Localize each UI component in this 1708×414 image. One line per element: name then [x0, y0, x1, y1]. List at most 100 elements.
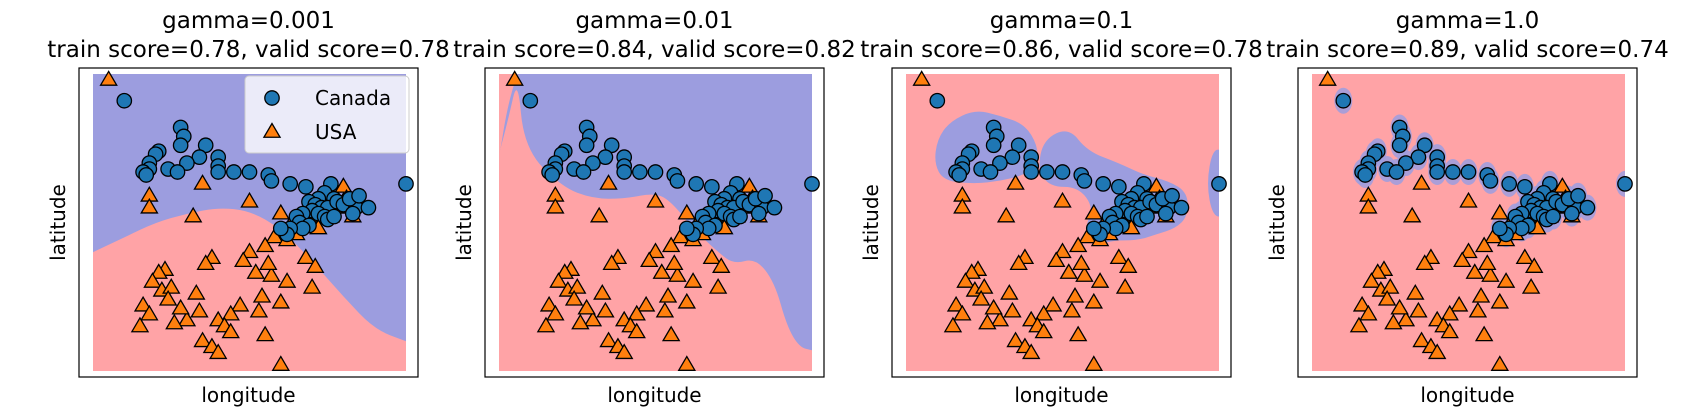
usa-point — [1471, 286, 1491, 303]
usa-point — [1043, 295, 1063, 312]
usa-point — [1440, 304, 1459, 321]
canada-point — [929, 92, 946, 109]
canada-point — [226, 164, 242, 180]
usa-point — [1003, 301, 1022, 318]
canada-point — [597, 149, 614, 166]
usa-point — [1034, 322, 1053, 339]
points — [505, 70, 820, 371]
legend-entry-canada: Canada — [315, 86, 391, 110]
usa-point — [614, 343, 634, 360]
usa-point — [1349, 316, 1369, 333]
canada-point — [1617, 176, 1633, 192]
canada-point — [631, 164, 648, 180]
usa-point — [1377, 289, 1397, 306]
canada-point — [757, 187, 773, 204]
canada-point — [1501, 176, 1518, 192]
usa-point — [1390, 298, 1409, 315]
usa-point — [130, 316, 150, 333]
y-axis-label: latitude — [859, 184, 883, 261]
usa-point — [539, 295, 559, 312]
usa-point — [255, 325, 275, 342]
usa-point — [953, 304, 972, 321]
canada-point — [1570, 187, 1586, 204]
canada-point — [326, 208, 342, 225]
usa-point — [1459, 191, 1478, 208]
canada-point — [804, 176, 820, 192]
x-axis-label: longitude — [607, 383, 701, 407]
usa-point — [1474, 325, 1494, 342]
usa-point — [277, 272, 297, 288]
usa-point — [602, 254, 621, 271]
usa-point — [1490, 292, 1510, 309]
canada-point — [1039, 164, 1055, 180]
canada-point — [282, 176, 299, 192]
usa-point — [646, 242, 665, 259]
usa-point — [1352, 295, 1372, 312]
usa-point — [302, 278, 322, 294]
usa-point — [1525, 257, 1544, 273]
canada-point — [578, 137, 595, 154]
canada-point — [678, 220, 695, 237]
canada-point — [1410, 149, 1427, 166]
usa-point — [1478, 254, 1497, 271]
usa-point — [640, 251, 659, 268]
usa-point — [1006, 174, 1025, 190]
usa-point — [677, 355, 697, 371]
axes-frame — [891, 67, 1232, 378]
plot-subtitle: train score=0.78, valid score=0.78 — [47, 37, 449, 63]
canada-point — [1157, 205, 1174, 222]
usa-point — [1119, 257, 1138, 273]
usa-point — [677, 292, 697, 309]
usa-point — [221, 322, 240, 339]
canada-point — [1563, 205, 1580, 222]
subplot-4: gamma=1.0 train score=0.89, valid score=0… — [1265, 8, 1669, 407]
usa-point — [1459, 242, 1478, 259]
canada-point — [1445, 164, 1461, 180]
canada-point — [1023, 164, 1040, 180]
points — [912, 70, 1227, 371]
usa-point — [1427, 343, 1447, 360]
canada-point — [585, 155, 601, 171]
canada-point — [1139, 208, 1155, 225]
usa-point — [589, 206, 609, 223]
canada-point — [172, 137, 189, 154]
canada-point — [766, 199, 783, 216]
canada-point — [1004, 149, 1021, 166]
usa-point — [1402, 206, 1422, 223]
canada-point — [1335, 92, 1352, 109]
usa-region-corner — [499, 74, 518, 158]
usa-point — [1481, 266, 1500, 282]
usa-point — [262, 266, 281, 282]
canada-point — [191, 149, 208, 166]
usa-point — [1068, 325, 1088, 342]
usa-point — [956, 272, 975, 288]
usa-point — [1496, 272, 1516, 288]
usa-point — [1009, 254, 1028, 271]
usa-point — [708, 278, 728, 294]
usa-point — [583, 310, 603, 327]
usa-point — [990, 310, 1010, 327]
usa-point — [661, 325, 681, 342]
usa-point — [230, 295, 250, 312]
usa-point — [140, 197, 159, 214]
canada-point — [1085, 220, 1102, 237]
usa-point — [599, 331, 618, 348]
canada-point — [1460, 164, 1477, 180]
usa-point — [1362, 272, 1381, 288]
usa-point — [1021, 343, 1041, 360]
canada-point — [1579, 199, 1596, 216]
canada-point — [179, 155, 195, 171]
usa-point — [665, 254, 684, 271]
y-axis-label: latitude — [1265, 184, 1289, 261]
usa-point — [953, 197, 972, 214]
canada-point — [1545, 208, 1561, 225]
usa-point — [946, 295, 966, 312]
canada-point — [750, 205, 767, 222]
usa-point — [1406, 283, 1425, 300]
usa-point — [996, 206, 1016, 223]
canada-point — [522, 92, 539, 109]
canada-point — [1076, 173, 1093, 189]
points — [99, 70, 414, 371]
canada-point — [297, 179, 314, 195]
